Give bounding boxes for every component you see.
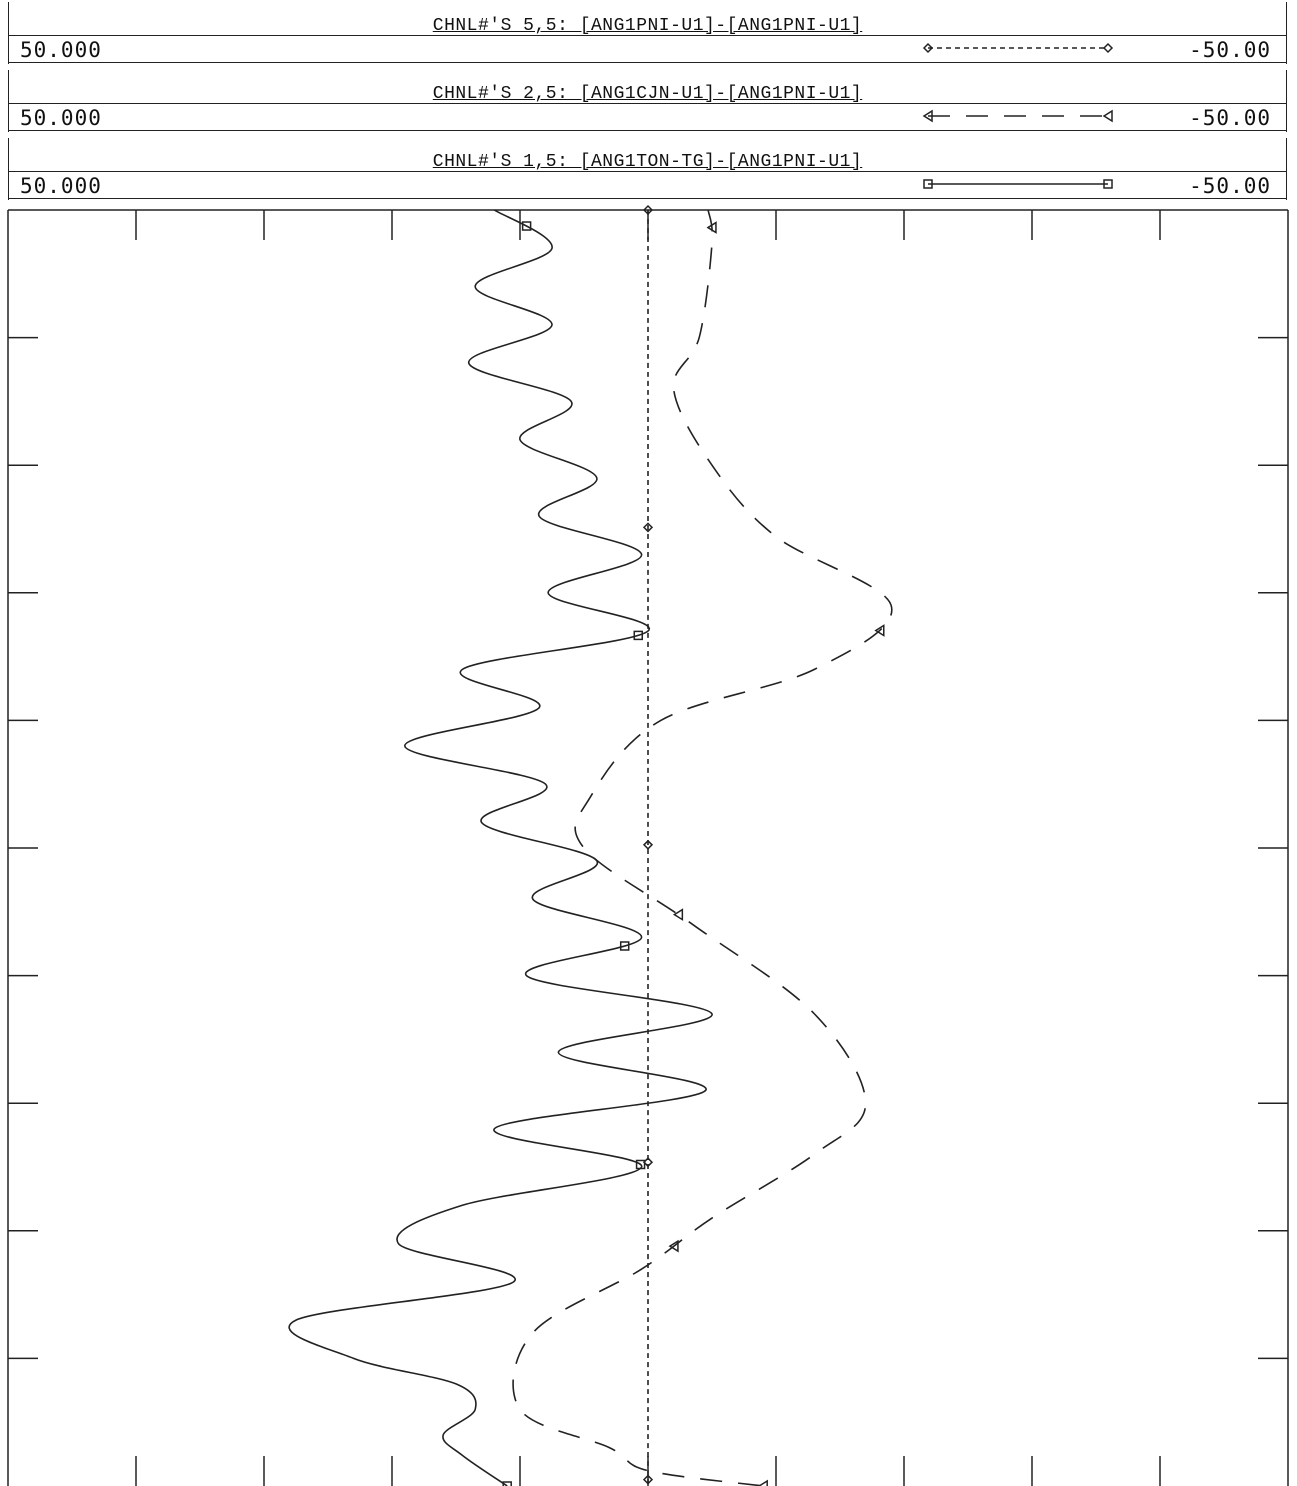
- header-divider: [8, 103, 1287, 104]
- channel-header-1-5: CHNL#'S 1,5: [ANG1TON-TG]-[ANG1PNI-U1] 5…: [8, 138, 1287, 200]
- series-marker-dotted-diamond: [642, 204, 654, 216]
- series-marker-dashed-triangle: [668, 1239, 679, 1253]
- series-marker-solid-square: [619, 941, 630, 951]
- series-line-dashed-triangle: [512, 209, 893, 1486]
- header-bottom-line: [8, 130, 1287, 131]
- channel-header-5-5: CHNL#'S 5,5: [ANG1PNI-U1]-[ANG1PNI-U1] 5…: [8, 2, 1287, 64]
- series-marker-dotted-diamond: [642, 1157, 654, 1168]
- series-marker-dotted-diamond: [642, 1474, 654, 1485]
- scale-left-value: 50.000: [20, 38, 102, 62]
- header-bottom-line: [8, 62, 1287, 63]
- scale-right-value: -50.00: [1189, 106, 1271, 130]
- header-right-bar: [1286, 70, 1287, 132]
- legend-key-solid-square: [923, 179, 1113, 189]
- scale-left-value: 50.000: [20, 106, 102, 130]
- scale-left-value: 50.000: [20, 174, 102, 198]
- header-right-bar: [1286, 138, 1287, 200]
- header-left-bar: [8, 138, 9, 200]
- series-marker-solid-square: [502, 1481, 512, 1486]
- series-marker-dotted-diamond: [642, 522, 654, 533]
- scale-right-value: -50.00: [1189, 174, 1271, 198]
- header-right-bar: [1286, 2, 1287, 64]
- header-divider: [8, 171, 1287, 172]
- header-left-bar: [8, 70, 9, 132]
- series-marker-solid-square: [633, 630, 644, 641]
- scale-right-value: -50.00: [1189, 38, 1271, 62]
- channel-label: CHNL#'S 1,5: [ANG1TON-TG]-[ANG1PNI-U1]: [432, 152, 863, 172]
- series-marker-dashed-triangle: [672, 908, 684, 921]
- plot-area: [7, 204, 1289, 1486]
- series-marker-solid-square: [521, 221, 532, 231]
- header-divider: [8, 35, 1287, 36]
- channel-label: CHNL#'S 5,5: [ANG1PNI-U1]-[ANG1PNI-U1]: [432, 16, 863, 36]
- series-marker-solid-square: [635, 1159, 646, 1170]
- channel-label: CHNL#'S 2,5: [ANG1CJN-U1]-[ANG1PNI-U1]: [432, 84, 863, 104]
- legend-key-dotted-diamond: [922, 42, 1114, 54]
- channel-header-2-5: CHNL#'S 2,5: [ANG1CJN-U1]-[ANG1PNI-U1] 5…: [8, 70, 1287, 132]
- legend-key-dashed-triangle: [922, 109, 1113, 123]
- header-bottom-line: [8, 198, 1287, 199]
- header-left-bar: [8, 2, 9, 64]
- series-marker-dashed-triangle: [757, 1479, 768, 1486]
- series-marker-dashed-triangle: [874, 624, 885, 637]
- series-line-solid-square: [288, 209, 713, 1486]
- series-marker-dotted-diamond: [642, 839, 654, 850]
- series-marker-dashed-triangle: [706, 221, 717, 234]
